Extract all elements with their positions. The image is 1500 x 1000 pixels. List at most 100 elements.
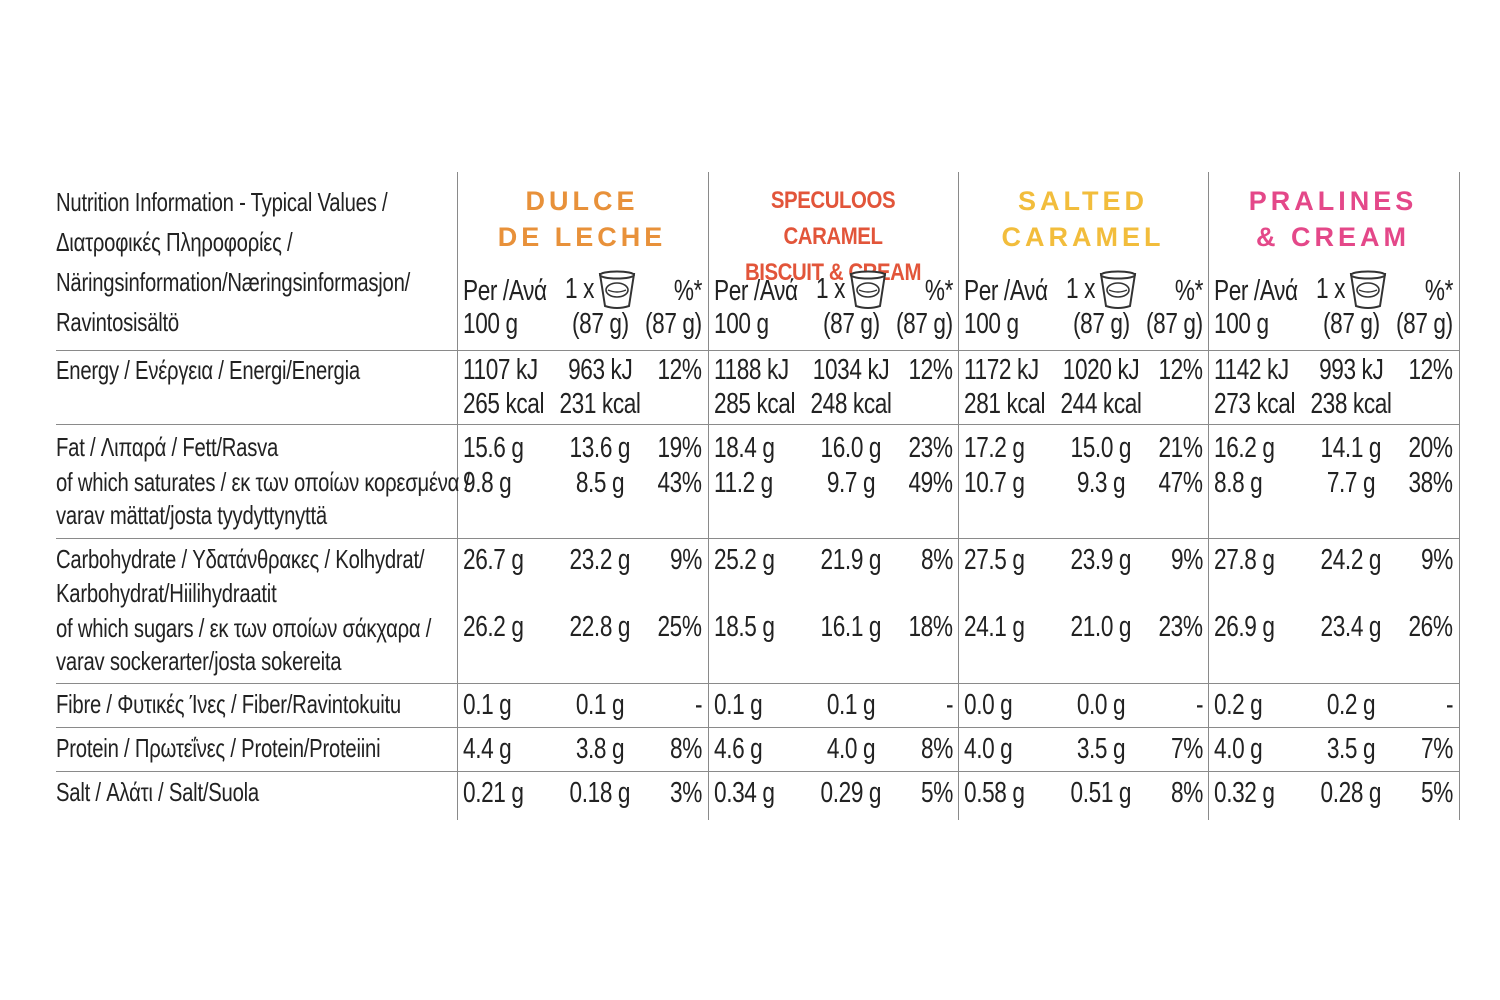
product-title-line: SALTED — [1018, 186, 1148, 216]
percent-label: (87 g) — [1003, 307, 1203, 341]
value-text: 26.2 g — [463, 611, 524, 643]
value-text: 3.5 g — [1076, 733, 1126, 765]
row-label-text: Energy / Ενέργεια / Energi/Energia — [56, 355, 360, 385]
product-title-line: SPECULOOS CARAMEL — [770, 187, 896, 250]
value-text: 8.5 g — [575, 467, 625, 499]
value-text: 25.2 g — [714, 544, 775, 576]
value-per-portion: 963 kJ — [500, 353, 700, 387]
value-text: 1034 kJ — [812, 354, 890, 386]
value-percent: 7% — [1003, 732, 1203, 766]
value-percent: - — [753, 688, 954, 722]
value-per-portion: 0.51 g — [1001, 776, 1201, 810]
value-text: 248 kcal — [810, 388, 892, 420]
value-percent: 12% — [1253, 353, 1453, 387]
value-per-portion: 0.28 g — [1251, 776, 1451, 810]
value-text: (87 g) — [1072, 308, 1130, 340]
row-label-text: Protein / Πρωτεΐνες / Protein/Proteiini — [56, 733, 381, 763]
value-text: 14.1 g — [1320, 432, 1382, 464]
product-title-line: CARAMEL — [1001, 222, 1165, 252]
product-title-line: BISCUIT & CREAM — [744, 259, 922, 286]
percent-label: (87 g) — [502, 307, 702, 341]
value-percent: 8% — [502, 732, 702, 766]
value-percent: 47% — [1003, 466, 1203, 500]
percent-label: %* — [1003, 274, 1204, 308]
value-text: (87 g) — [822, 308, 880, 340]
value-percent: 23% — [1003, 610, 1203, 644]
value-per-100g: 0.2 g — [1214, 688, 1276, 722]
value-per-portion: 231 kcal — [500, 387, 700, 421]
per-100g-label: Per /Ανά — [714, 274, 821, 308]
value-text: 100 g — [714, 308, 769, 340]
value-text: 281 kcal — [964, 388, 1046, 420]
row-divider — [56, 683, 1459, 684]
value-text: 100 g — [463, 308, 518, 340]
value-per-100g: 9.8 g — [463, 466, 525, 500]
product-title: SALTED CARAMEL — [958, 183, 1208, 255]
value-percent: 20% — [1253, 431, 1453, 465]
value-text: 19% — [657, 432, 702, 464]
value-per-portion: 21.0 g — [1001, 610, 1201, 644]
value-text: 9% — [1421, 544, 1453, 576]
product-title-line: DULCE — [525, 186, 639, 216]
value-text: 18.5 g — [714, 611, 775, 643]
value-percent: 21% — [1003, 431, 1203, 465]
value-per-portion: 23.9 g — [1001, 543, 1201, 577]
product-title-line: PRALINES — [1248, 186, 1418, 216]
value-per-portion: 4.0 g — [751, 732, 951, 766]
value-text: 100 g — [1214, 308, 1269, 340]
value-text: 26.9 g — [1214, 611, 1275, 643]
value-text: 23.2 g — [569, 544, 631, 576]
value-text: 993 kJ — [1318, 354, 1384, 386]
percent-label: %* — [753, 274, 954, 308]
row-label: Protein / Πρωτεΐνες / Protein/Proteiini — [56, 732, 472, 765]
portion-size-label: (87 g) — [1001, 307, 1201, 341]
value-text: 3.5 g — [1326, 733, 1376, 765]
portion-prefix: 1 x — [565, 273, 595, 305]
value-percent: 19% — [502, 431, 702, 465]
value-percent: 8% — [753, 732, 953, 766]
value-text: 9.3 g — [1076, 467, 1126, 499]
column-divider — [708, 172, 709, 820]
portion-label: 1 x — [1316, 270, 1389, 318]
value-per-portion: 0.1 g — [500, 688, 700, 722]
value-text: 1172 kJ — [964, 354, 1039, 386]
per-100g-label: 100 g — [964, 307, 1034, 341]
percent-label: %* — [502, 274, 703, 308]
value-per-portion: 3.8 g — [500, 732, 700, 766]
value-per-portion: 13.6 g — [500, 431, 700, 465]
value-text: 21.0 g — [1070, 611, 1132, 643]
value-percent: 43% — [502, 466, 702, 500]
value-percent: 26% — [1253, 610, 1453, 644]
value-percent: - — [502, 688, 703, 722]
value-text: 0.1 g — [714, 689, 763, 721]
value-text: - — [694, 689, 703, 721]
value-per-100g: 26.2 g — [463, 610, 541, 644]
value-per-100g: 273 kcal — [1214, 387, 1318, 421]
value-text: 9.8 g — [463, 467, 512, 499]
value-text: 963 kJ — [567, 354, 633, 386]
value-text: (87 g) — [571, 308, 629, 340]
value-per-portion: 24.2 g — [1251, 543, 1451, 577]
value-percent: 18% — [753, 610, 953, 644]
value-text: 0.1 g — [575, 689, 625, 721]
value-per-portion: 248 kcal — [751, 387, 951, 421]
value-percent: 38% — [1253, 466, 1453, 500]
value-text: 20% — [1408, 432, 1453, 464]
value-per-portion: 14.1 g — [1251, 431, 1451, 465]
portion-size-label: (87 g) — [751, 307, 951, 341]
value-percent: - — [1253, 688, 1454, 722]
value-text: 0.0 g — [1076, 689, 1126, 721]
value-text: 0.1 g — [826, 689, 876, 721]
value-per-portion: 238 kcal — [1251, 387, 1451, 421]
value-text: 10.7 g — [964, 467, 1025, 499]
value-text: 25% — [657, 611, 702, 643]
value-text: 238 kcal — [1310, 388, 1392, 420]
value-per-100g: 1188 kJ — [714, 353, 810, 387]
value-per-100g: 0.1 g — [463, 688, 525, 722]
column-divider — [457, 172, 458, 820]
value-per-100g: 4.0 g — [1214, 732, 1276, 766]
value-per-portion: 16.0 g — [751, 431, 951, 465]
value-per-100g: 4.6 g — [714, 732, 776, 766]
value-text: 9% — [1171, 544, 1203, 576]
value-percent: 9% — [502, 543, 702, 577]
